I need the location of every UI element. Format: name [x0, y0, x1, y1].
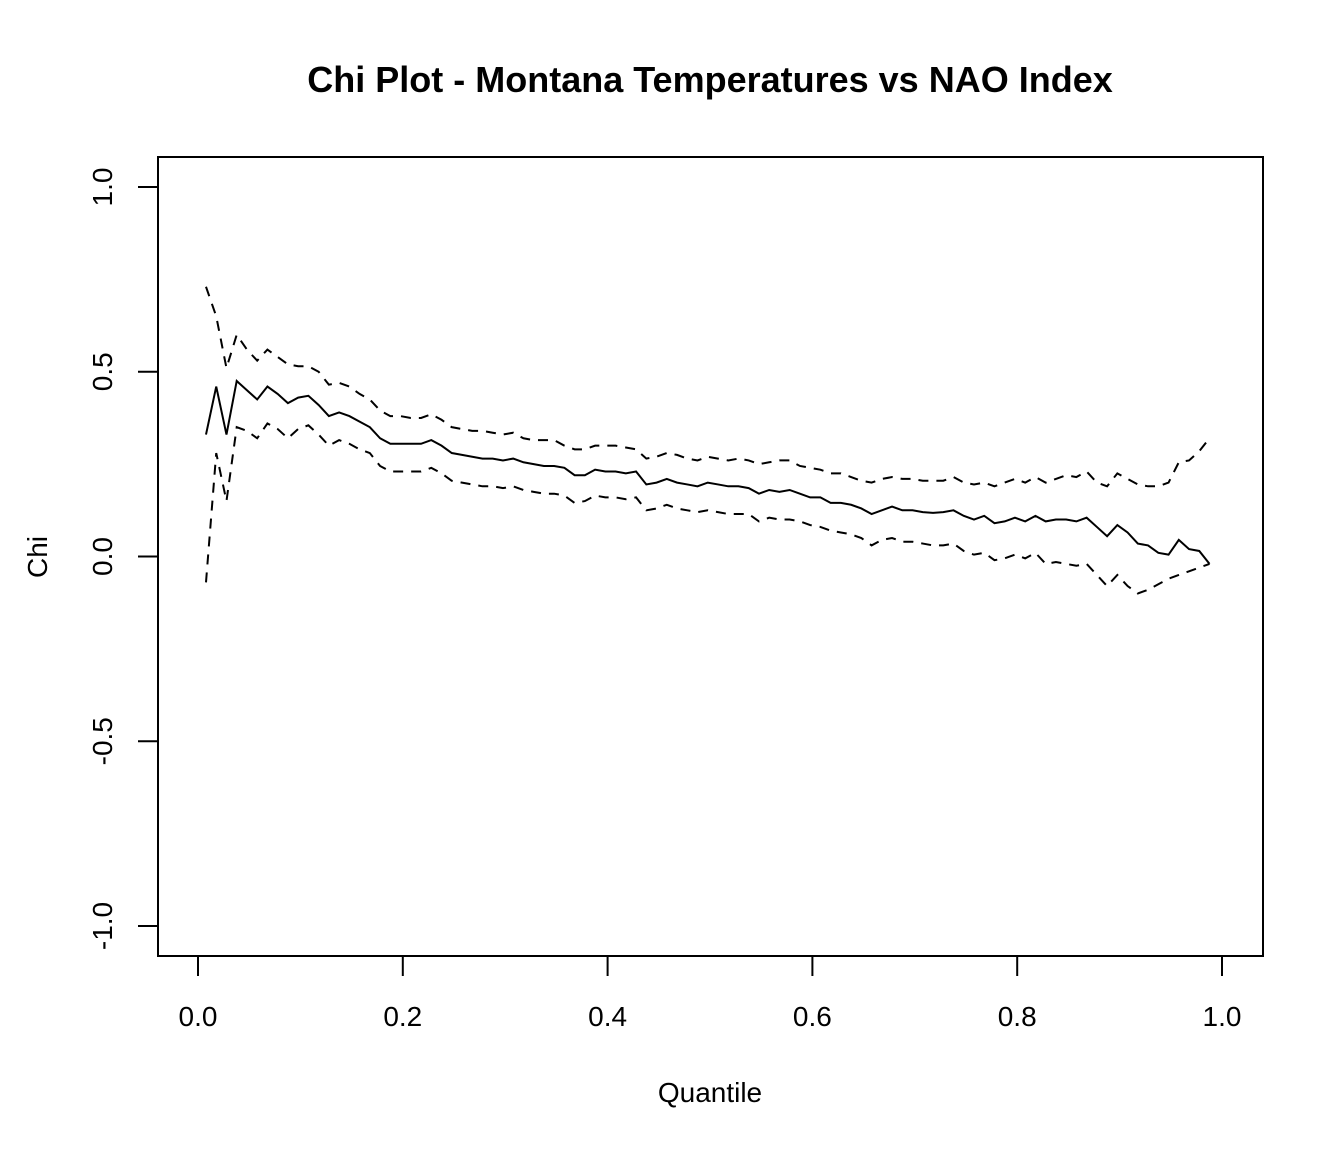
y-axis: -1.0 -0.5 0.0 0.5 1.0: [87, 168, 159, 950]
y-axis-label: Chi: [22, 536, 53, 578]
y-tick-label: -0.5: [87, 717, 118, 765]
x-tick-label: 0.8: [998, 1001, 1037, 1032]
x-tick-label: 0.0: [179, 1001, 218, 1032]
y-tick-label: 0.5: [87, 352, 118, 391]
confidence-band-line-2: [204, 422, 1210, 595]
series-group: [204, 286, 1211, 595]
confidence-band-line-1: [205, 286, 1211, 488]
chart-title: Chi Plot - Montana Temperatures vs NAO I…: [307, 59, 1112, 100]
y-tick-label: 1.0: [87, 168, 118, 207]
chi-estimate-line: [205, 379, 1211, 565]
x-tick-label: 0.6: [793, 1001, 832, 1032]
x-tick-label: 0.2: [383, 1001, 422, 1032]
x-axis: 0.0 0.2 0.4 0.6 0.8 1.0: [179, 955, 1242, 1032]
plot-frame: [157, 156, 1264, 957]
x-tick-label: 1.0: [1203, 1001, 1242, 1032]
x-tick-label: 0.4: [588, 1001, 627, 1032]
x-axis-label: Quantile: [658, 1077, 762, 1108]
y-tick-label: 0.0: [87, 537, 118, 576]
y-tick-label: -1.0: [87, 902, 118, 950]
